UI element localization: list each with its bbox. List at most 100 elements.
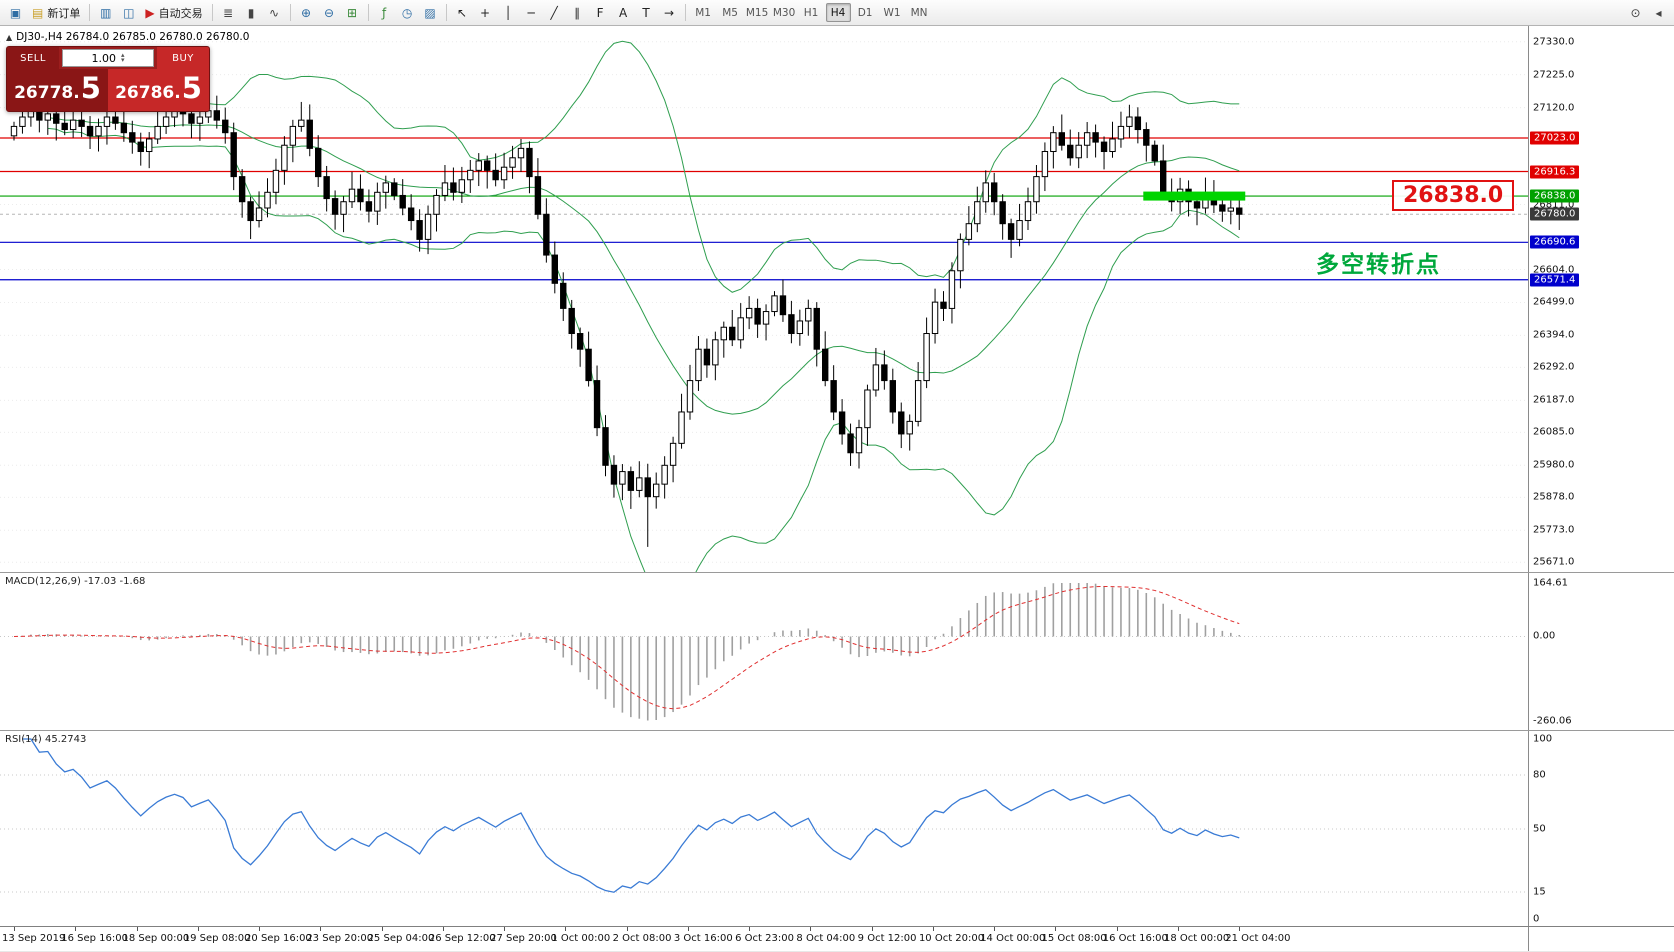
main-chart-panel[interactable]: ▲ DJ30-,H4 26784.0 26785.0 26780.0 26780.… xyxy=(0,26,1674,572)
time-tick xyxy=(381,927,383,931)
crosshair-icon-glyph: + xyxy=(480,5,491,20)
crosshair-icon[interactable]: + xyxy=(475,2,496,23)
time-label: 25 Sep 04:00 xyxy=(367,933,435,944)
volume-spinner: ▴ ▾ xyxy=(120,51,125,64)
volume-input[interactable]: 1.00 ▴ ▾ xyxy=(62,49,154,67)
axis-price-label: 25878.0 xyxy=(1533,491,1575,503)
text-icon[interactable]: A xyxy=(613,2,634,23)
horizontal-line-icon[interactable]: ─ xyxy=(521,2,542,23)
main-chart-plot[interactable]: ▲ DJ30-,H4 26784.0 26785.0 26780.0 26780.… xyxy=(0,26,1528,572)
arrows-icon-glyph: → xyxy=(664,5,675,20)
templates-icon[interactable]: ▨ xyxy=(420,2,441,23)
macd-chart xyxy=(0,583,1528,721)
market-watch-icon[interactable]: ▥ xyxy=(95,2,116,23)
one-click-collapse-arrow[interactable]: ▲ xyxy=(6,33,13,42)
time-tick xyxy=(565,927,567,931)
label-icon[interactable]: T xyxy=(636,2,657,23)
chart-candles-icon-glyph: ▮ xyxy=(247,5,255,20)
toolbar-separator xyxy=(367,4,369,21)
arrows-icon[interactable]: → xyxy=(659,2,680,23)
search-icon[interactable]: ⊙ xyxy=(1630,5,1641,20)
buy-price[interactable]: 26786. 5 xyxy=(108,69,209,111)
data-window-icon-glyph: ◫ xyxy=(123,5,135,20)
rsi-axis: 100 80 50 15 0 xyxy=(1528,731,1674,926)
time-axis[interactable]: 13 Sep 2019 16 Sep 16:00 18 Sep 00:00 19 Se… xyxy=(0,926,1674,951)
zoom-out-icon[interactable]: ⊖ xyxy=(319,2,340,23)
time-tick xyxy=(687,927,689,931)
chart-bars-icon[interactable]: ≣ xyxy=(218,2,239,23)
autotrading-button[interactable]: ▶ 自动交易 xyxy=(141,2,206,23)
collapse-toolbar-icon[interactable]: ◂ xyxy=(1655,5,1662,20)
symbol-ohlc-text: DJ30-,H4 26784.0 26785.0 26780.0 26780.0 xyxy=(16,31,250,43)
price-annotation-box: 26838.0 xyxy=(1392,180,1515,212)
time-label: 18 Sep 00:00 xyxy=(122,933,190,944)
time-tick xyxy=(1055,927,1057,931)
tile-windows-icon[interactable]: ⊞ xyxy=(342,2,363,23)
app-icon-glyph: ▣ xyxy=(9,5,22,20)
time-tick xyxy=(932,927,934,931)
timeframe-m5-button[interactable]: M5 xyxy=(722,6,738,19)
sell-button[interactable]: SELL xyxy=(7,47,59,69)
new-order-button[interactable]: ▤ 新订单 xyxy=(28,2,84,23)
macd-axis-zero: 0.00 xyxy=(1533,630,1556,642)
channel-icon[interactable]: ∥ xyxy=(567,2,588,23)
macd-axis-min: -260.06 xyxy=(1533,715,1572,727)
toolbar-separator xyxy=(211,4,213,21)
chart-candles-icon[interactable]: ▮ xyxy=(241,2,262,23)
timeframe-m30-button[interactable]: M30 xyxy=(772,6,796,19)
zoom-in-icon[interactable]: ⊕ xyxy=(296,2,317,23)
timeframe-mn-button[interactable]: MN xyxy=(910,6,928,19)
channel-icon-glyph: ∥ xyxy=(574,5,581,20)
fibonacci-icon[interactable]: F xyxy=(590,2,611,23)
price-tag-26690.6: 26690.6 xyxy=(1530,235,1580,249)
timeframe-w1-button[interactable]: W1 xyxy=(883,6,901,19)
tile-windows-icon-glyph: ⊞ xyxy=(347,5,358,20)
timeframe-d1-button[interactable]: D1 xyxy=(857,6,873,19)
sell-price[interactable]: 26778. 5 xyxy=(7,69,108,111)
price-tag-27023.0: 27023.0 xyxy=(1530,131,1580,145)
rsi-axis-0: 0 xyxy=(1533,913,1540,925)
buy-button[interactable]: BUY xyxy=(157,47,209,69)
vertical-line-icon[interactable]: │ xyxy=(498,2,519,23)
price-tag-26916.3: 26916.3 xyxy=(1530,165,1580,178)
toolbar-separator xyxy=(289,4,291,21)
time-tick xyxy=(810,927,812,931)
time-tick xyxy=(259,927,261,931)
timeframe-h4-button[interactable]: H4 xyxy=(825,3,851,22)
rsi-panel[interactable]: RSI(14) 45.2743 100 80 50 15 0 xyxy=(0,730,1674,926)
time-tick xyxy=(442,927,444,931)
time-label: 3 Oct 16:00 xyxy=(673,933,733,944)
axis-price-label: 26604.0 xyxy=(1533,264,1575,275)
data-window-icon[interactable]: ◫ xyxy=(118,2,139,23)
time-label: 1 Oct 00:00 xyxy=(551,933,611,944)
rsi-line xyxy=(22,738,1240,893)
time-label: 19 Sep 08:00 xyxy=(183,933,251,944)
time-tick xyxy=(75,927,77,931)
periods-icon[interactable]: ◷ xyxy=(397,2,418,23)
time-tick xyxy=(1116,927,1118,931)
cursor-icon[interactable]: ↖ xyxy=(452,2,473,23)
chart-line-icon[interactable]: ∿ xyxy=(264,2,285,23)
volume-up-button[interactable]: ▴ xyxy=(120,51,125,59)
rsi-axis-80: 80 xyxy=(1533,769,1546,781)
volume-down-button[interactable]: ▾ xyxy=(120,56,125,64)
toolbar: ▣ ▤ 新订单 ▥ ◫ ▶ 自动交易 ≣ ▮ ∿ ⊕ ⊖ ⊞ ƒ ◷ ▨ ↖ + │ ─ ╱ ∥ F A T → M1 M5 M15 M… xyxy=(0,0,1674,26)
time-label: 26 Sep 12:00 xyxy=(428,933,496,944)
indicators-icon[interactable]: ƒ xyxy=(374,2,395,23)
timeframe-m15-button[interactable]: M15 xyxy=(745,6,769,19)
time-label: 16 Oct 16:00 xyxy=(1102,933,1168,944)
autotrading-button-label: 自动交易 xyxy=(158,6,203,20)
trendline-icon[interactable]: ╱ xyxy=(544,2,565,23)
app-icon[interactable]: ▣ xyxy=(5,2,26,23)
volume-value: 1.00 xyxy=(91,51,116,65)
timeframe-m1-button[interactable]: M1 xyxy=(695,6,711,19)
macd-panel[interactable]: MACD(12,26,9) -17.03 -1.68 164.61 0.00 -26… xyxy=(0,572,1674,730)
autotrading-glyph: ▶ xyxy=(145,5,155,20)
buy-price-main: 26786. xyxy=(115,83,181,103)
axis-price-label: 26394.0 xyxy=(1533,329,1575,341)
time-axis-labels: 13 Sep 2019 16 Sep 16:00 18 Sep 00:00 19 Se… xyxy=(0,927,1528,951)
axis-price-label: 25773.0 xyxy=(1533,524,1575,536)
timeframe-h1-button[interactable]: H1 xyxy=(803,6,819,19)
time-tick xyxy=(197,927,199,931)
rsi-axis-50: 50 xyxy=(1533,823,1546,835)
